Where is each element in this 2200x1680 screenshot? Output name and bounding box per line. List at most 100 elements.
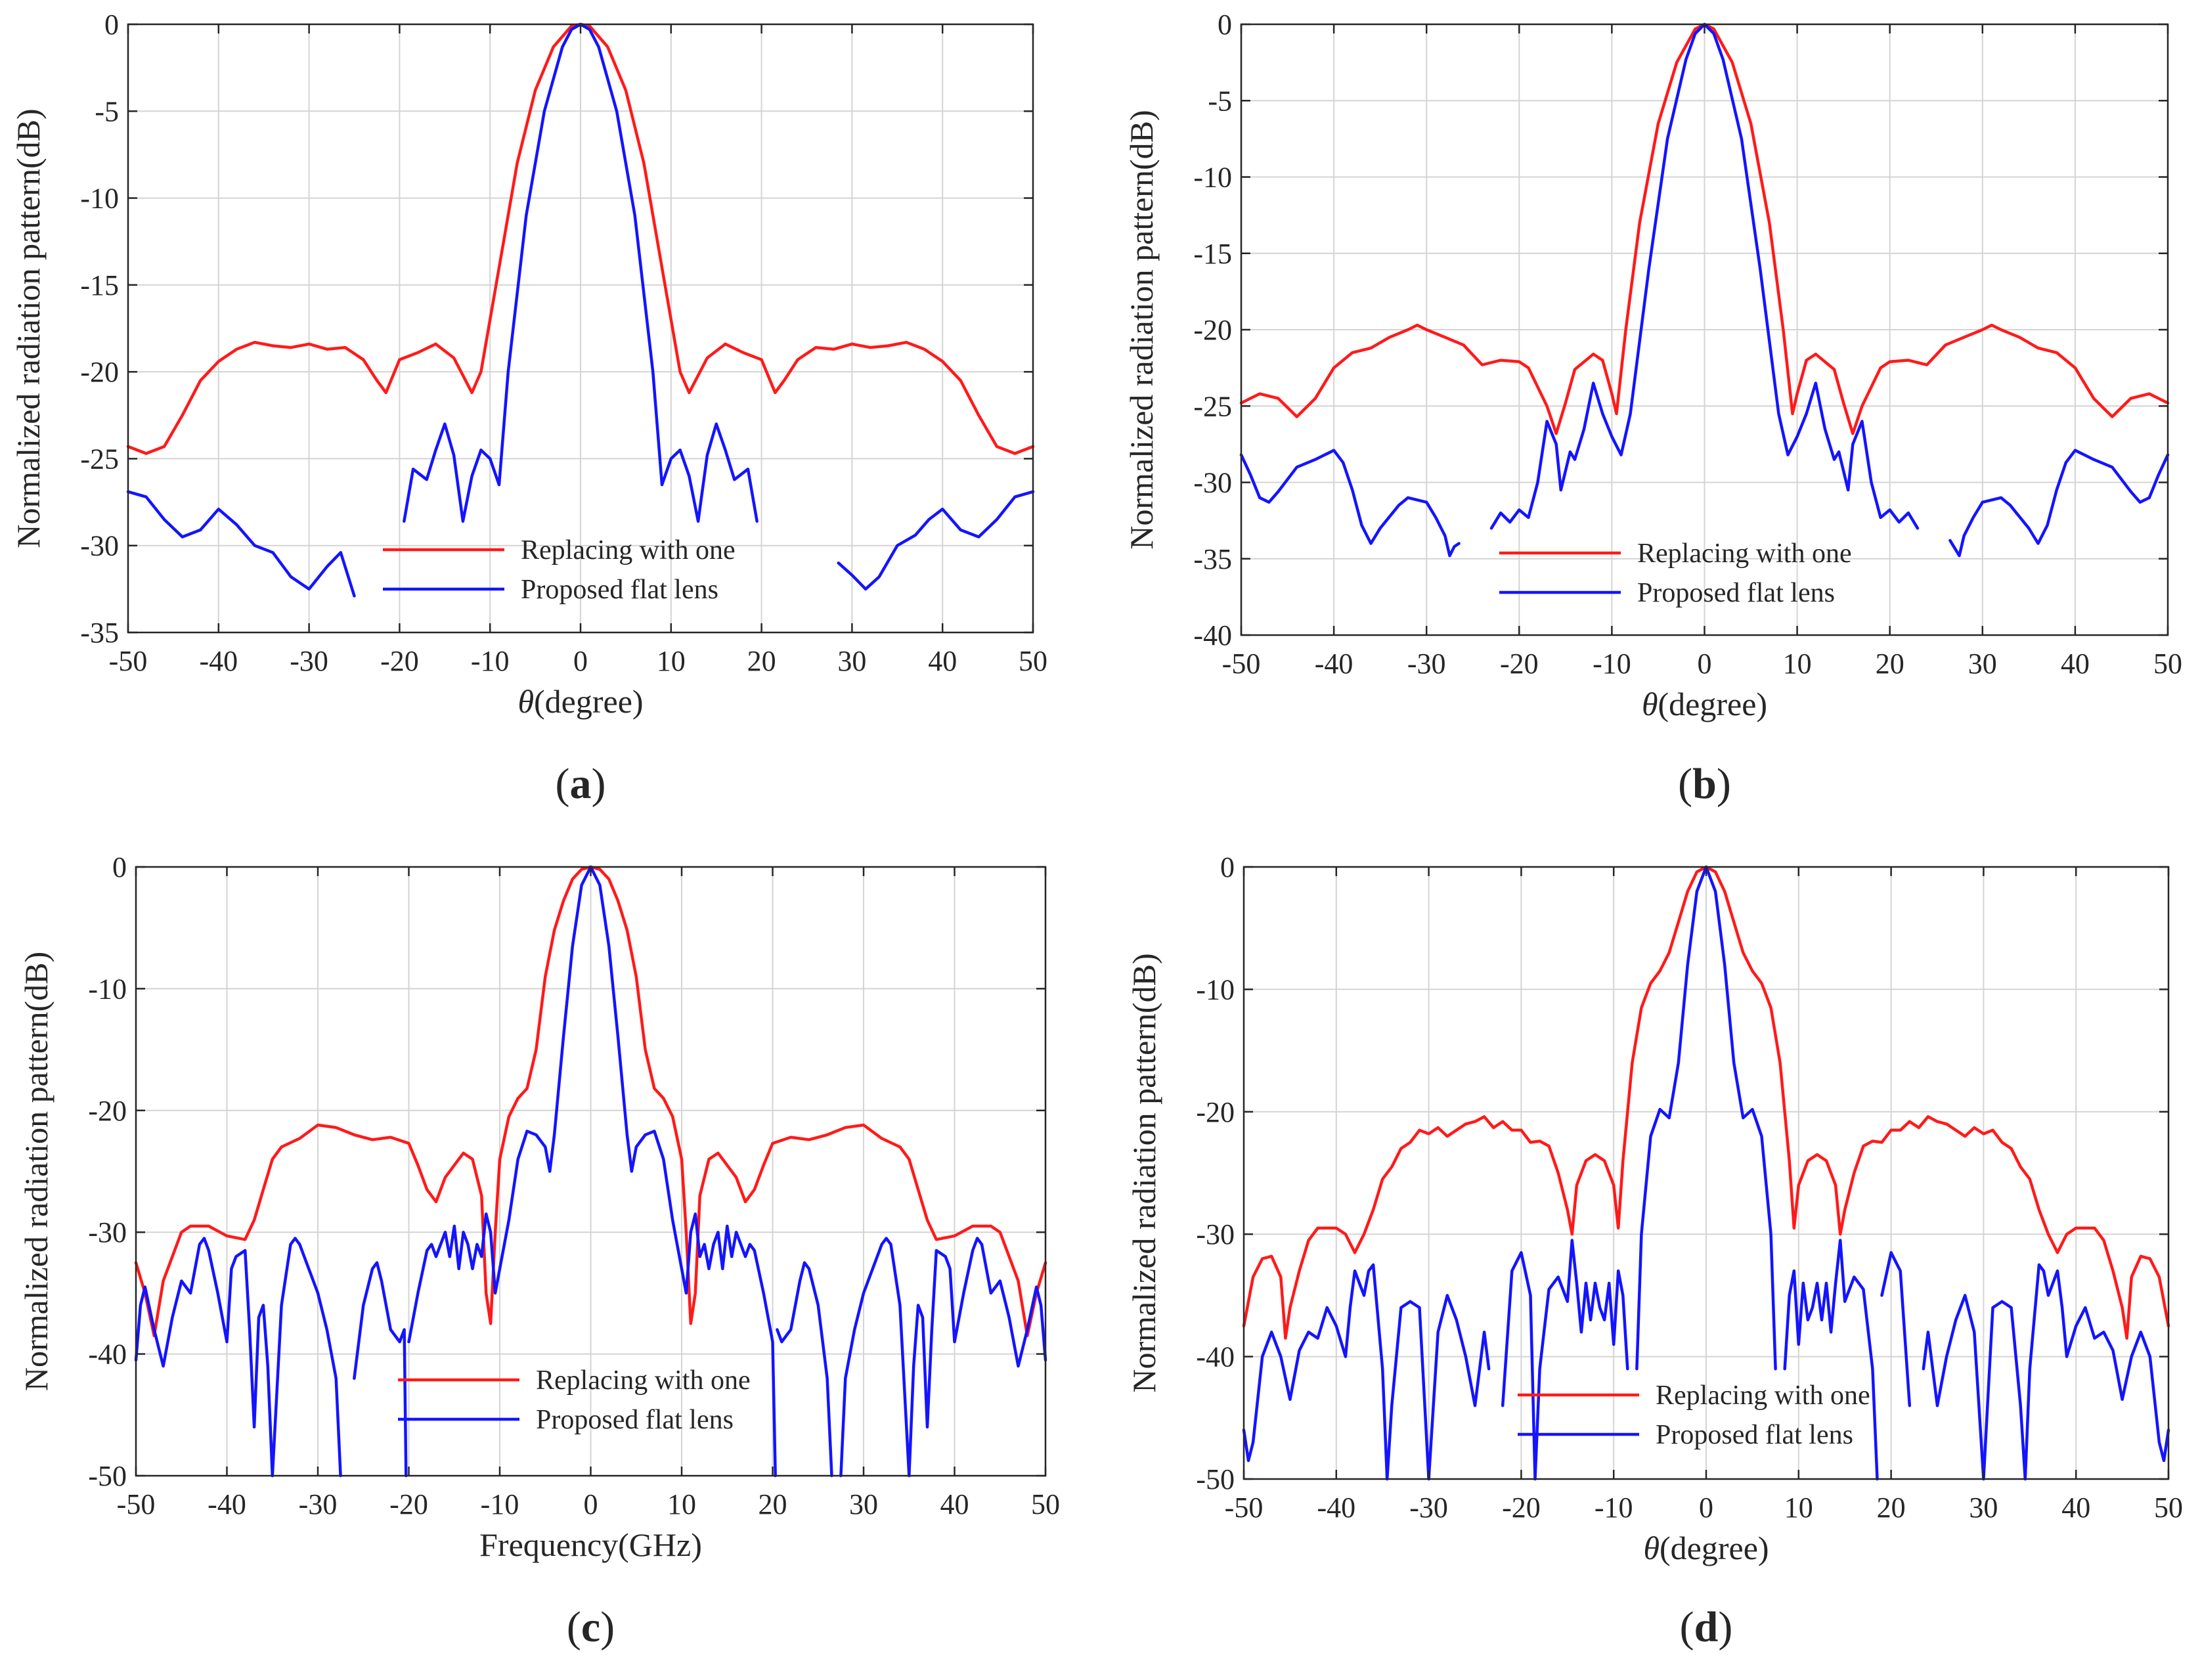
chart-b-xtick-label: -40 [1315,648,1353,680]
chart-a-xtick-label: 10 [657,645,686,677]
chart-a-xtick-label: -50 [109,645,148,677]
chart-b-series-blue-segment-0 [1239,449,1461,558]
chart-b-xtick-label: 40 [2061,648,2090,680]
chart-d-xtick-label: 50 [2154,1492,2183,1524]
chart-d-xlabel: θ(degree) [1643,1530,1769,1566]
chart-d-legend: Replacing with one Proposed flat lens [1518,1381,1870,1450]
chart-d-ytick-label: -10 [1196,973,1235,1006]
chart-c-series-blue-segment-4 [839,1237,1047,1478]
chart-b-xtick-label: -30 [1407,648,1446,680]
chart-d-series-blue-segment-3 [1783,1239,1879,1481]
chart-panel-a: -50 -40 -30 -20 -10 0 10 20 30 40 50 0 -5 -10 -15 -20 -2… [0,0,1100,840]
chart-a-xlabel: θ(degree) [517,683,643,720]
chart-d-ticks: -50 -40 -30 -20 -10 0 10 20 30 40 50 0 -10 -20 -30 -40 -… [1196,851,2183,1524]
chart-c-series-blue-segment-3 [776,1261,833,1478]
chart-a-grid [128,24,1033,632]
chart-c-xtick-label: -40 [208,1488,246,1520]
chart-b-grid [1241,24,2168,635]
chart-d-ytick-label: -40 [1196,1341,1235,1373]
chart-d-xtick-label: -40 [1317,1492,1355,1524]
chart-d-series-blue-segment-1 [1501,1239,1629,1481]
chart-c-svg: -50 -40 -30 -20 -10 0 10 20 30 40 50 0 -10 -20 -30 -40 -… [18,851,1060,1651]
chart-b-ytick-label: -10 [1193,162,1232,194]
chart-a-xlabel-symbol: θ [517,683,534,720]
chart-d-xtick-label: 10 [1784,1492,1813,1524]
chart-b-xtick-label: 10 [1783,648,1812,680]
chart-b-ticks: -50 -40 -30 -20 -10 0 10 20 30 40 500-5-10-15-20-2… [1193,9,2182,680]
chart-c-ytick-label: -10 [88,973,127,1005]
chart-a-svg: -50 -40 -30 -20 -10 0 10 20 30 40 50 0 -5 -10 -15 -20 -2… [10,9,1047,808]
chart-c-series-blue-segment-0 [134,1237,342,1478]
chart-a-xtick-label: 40 [928,645,957,677]
chart-c-xtick-label: -30 [299,1488,338,1520]
chart-a-ticks: -50 -40 -30 -20 -10 0 10 20 30 40 50 0 -5 -10 -15 -20 -2… [80,9,1047,677]
chart-b-ytick-label: -40 [1193,619,1232,652]
chart-b-svg: -50 -40 -30 -20 -10 0 10 20 30 40 500-5-10-15-20-2… [1123,9,2182,808]
chart-c-xtick-label: 20 [759,1488,787,1520]
chart-d-xlabel-symbol: θ [1643,1530,1660,1566]
chart-a-xtick-label: -30 [290,645,328,677]
chart-c-ytick-label: -30 [88,1216,127,1249]
chart-d-panel-label: (d) [1680,1603,1733,1651]
chart-b-panel-letter: b [1692,760,1717,808]
chart-c-xtick-label: -50 [117,1488,156,1520]
chart-b-xtick-label: 20 [1876,648,1904,680]
chart-d-ytick-label: -30 [1196,1218,1235,1250]
chart-a-ytick-label: -25 [80,443,119,475]
chart-b-xtick-label: -20 [1500,648,1539,680]
chart-a-panel-letter: a [570,760,592,808]
chart-a-ytick-label: -5 [95,95,119,127]
chart-b-ytick-label: -30 [1193,467,1232,499]
chart-d-xtick-label: -50 [1225,1492,1264,1524]
chart-d-legend-label-blue: Proposed flat lens [1656,1420,1853,1450]
chart-d-xtick-label: -20 [1502,1492,1541,1524]
chart-c-panel-letter: c [581,1603,600,1651]
chart-c-ylabel: Normalized radiation pattern(dB) [18,952,55,1391]
chart-d-xtick-label: 40 [2061,1492,2090,1524]
chart-c-ytick-label: -20 [88,1095,127,1127]
chart-b-series-blue-segment-2 [1948,449,2170,558]
chart-a-legend-label-red: Replacing with one [521,535,736,565]
chart-a-ytick-label: -35 [80,617,119,649]
chart-a-panel-label: (a) [556,760,606,808]
chart-panel-d: -50 -40 -30 -20 -10 0 10 20 30 40 50 0 -10 -20 -30 -40 -… [1100,840,2200,1680]
chart-a-xtick-label: 20 [747,645,776,677]
chart-b-legend: Replacing with one Proposed flat lens [1499,539,1852,608]
chart-b-ytick-label: -5 [1208,85,1232,117]
chart-a-ytick-label: -15 [80,269,119,301]
chart-b-ytick-label: -15 [1193,238,1232,270]
chart-a-xtick-label: -20 [380,645,419,677]
chart-panel-c: -50 -40 -30 -20 -10 0 10 20 30 40 50 0 -10 -20 -30 -40 -… [0,840,1100,1680]
chart-a-ytick-label: 0 [104,9,119,41]
chart-d-panel-letter: d [1694,1603,1719,1651]
chart-b-xtick-label: 50 [2153,648,2182,680]
chart-a-ytick-label: -30 [80,530,119,562]
chart-d-xtick-label: -30 [1409,1492,1448,1524]
chart-b-legend-label-red: Replacing with one [1637,539,1852,569]
chart-b-xlabel-text: (degree) [1658,686,1768,722]
chart-b-panel-label: (b) [1678,760,1731,808]
chart-c-xtick-label: 0 [584,1488,598,1520]
chart-b-xtick-label: 30 [1968,648,1997,680]
chart-d-series-blue-segment-4 [1880,1250,1912,1407]
chart-a-ytick-label: -20 [80,356,119,388]
chart-a-series-blue-segment-0 [126,490,356,598]
chart-b-legend-label-blue: Proposed flat lens [1637,578,1835,608]
chart-a-xtick-label: -40 [199,645,238,677]
chart-d-legend-label-red: Replacing with one [1656,1381,1870,1411]
chart-c-xtick-label: 50 [1031,1488,1060,1520]
chart-a-xtick-label: 0 [573,645,588,677]
chart-d-ytick-label: -20 [1196,1096,1235,1128]
chart-c-ytick-label: -50 [88,1460,127,1492]
chart-d-grid [1244,867,2168,1479]
chart-c-xtick-label: 10 [667,1488,696,1520]
chart-a-xlabel-text: (degree) [534,683,644,720]
chart-b-ytick-label: -20 [1193,314,1232,346]
chart-b-ytick-label: -35 [1193,543,1232,575]
chart-b-ylabel: Normalized radiation pattern(dB) [1123,110,1160,549]
chart-b-xtick-label: -50 [1222,648,1261,680]
chart-a-xtick-label: 50 [1019,645,1047,677]
chart-d-ytick-label: -50 [1196,1463,1235,1495]
chart-a-ylabel: Normalized radiation pattern(dB) [10,108,47,548]
chart-b-ytick-label: -25 [1193,390,1232,422]
